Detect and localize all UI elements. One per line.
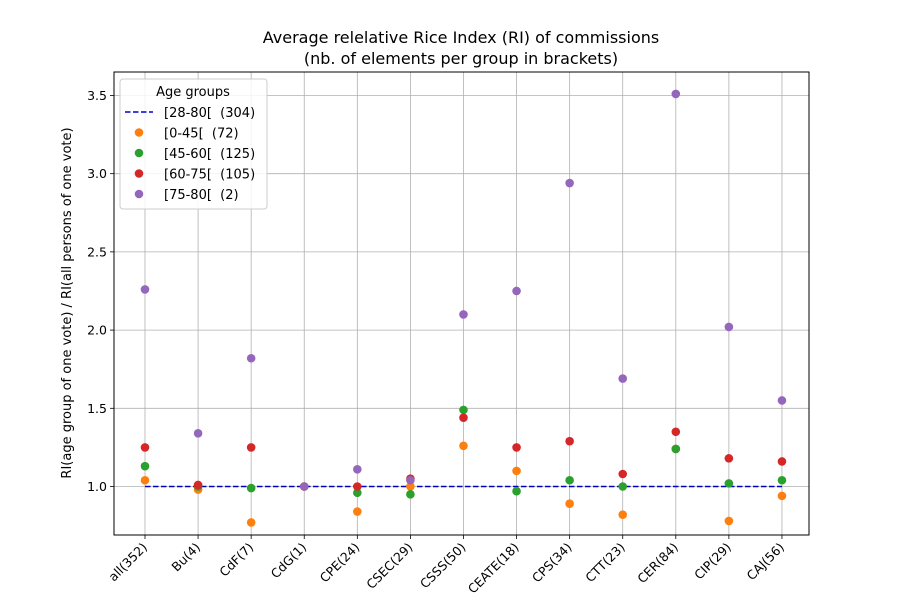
data-point bbox=[246, 443, 256, 452]
data-point bbox=[777, 475, 787, 485]
data-point bbox=[671, 89, 681, 99]
y-axis-label: RI(age group of one vote) / RI(all perso… bbox=[60, 127, 75, 478]
legend-entry: [0-45[ (72) bbox=[164, 127, 239, 142]
data-point bbox=[512, 486, 521, 496]
y-tick-label: 2.5 bbox=[87, 244, 107, 259]
data-point bbox=[671, 427, 681, 437]
legend-marker bbox=[134, 148, 144, 158]
y-tick-label: 1.5 bbox=[87, 401, 107, 416]
y-axis-ticks: 1.0 1.5 2.0 2.5 3.0 3.5 bbox=[87, 88, 114, 494]
x-tick-label: CEATE(18) bbox=[465, 540, 522, 597]
chart-title-line-2: (nb. of elements per group in brackets) bbox=[304, 49, 618, 68]
data-point bbox=[512, 443, 521, 452]
y-tick-label: 2.0 bbox=[87, 323, 107, 338]
x-tick-label: CdF(7) bbox=[216, 540, 256, 580]
data-point bbox=[140, 443, 150, 452]
legend-marker bbox=[134, 169, 144, 178]
data-point bbox=[246, 483, 256, 493]
x-tick-label: CER(84) bbox=[634, 540, 681, 587]
data-point bbox=[618, 482, 628, 491]
x-tick-label: Bu(4) bbox=[168, 540, 203, 575]
data-point bbox=[512, 466, 521, 476]
data-point bbox=[406, 482, 415, 491]
data-point bbox=[618, 510, 628, 519]
data-point bbox=[406, 490, 415, 499]
x-tick-label: CPS(34) bbox=[529, 540, 575, 586]
data-point bbox=[724, 322, 734, 332]
data-point bbox=[512, 286, 521, 296]
data-point bbox=[671, 444, 681, 454]
legend-entry-reference-line: [28-80[ (304) bbox=[164, 106, 255, 121]
data-point bbox=[565, 475, 574, 485]
legend-entry: [60-75[ (105) bbox=[164, 168, 255, 183]
x-tick-label: all(352) bbox=[105, 540, 150, 585]
legend-entry: [75-80[ (2) bbox=[164, 188, 239, 203]
x-tick-label: CdG(1) bbox=[268, 540, 310, 582]
legend-marker bbox=[134, 189, 144, 199]
data-point bbox=[565, 178, 574, 188]
y-tick-label: 1.0 bbox=[87, 479, 107, 494]
data-point bbox=[193, 480, 203, 490]
x-tick-label: CSSS(50) bbox=[417, 540, 469, 592]
data-point bbox=[353, 488, 362, 498]
legend-entry: [45-60[ (125) bbox=[164, 147, 255, 162]
data-point bbox=[299, 482, 309, 491]
data-point bbox=[246, 353, 256, 363]
data-point bbox=[406, 475, 415, 485]
x-tick-label: CAJ(56) bbox=[744, 540, 788, 584]
data-point bbox=[565, 436, 574, 446]
x-tick-label: CTT(23) bbox=[582, 540, 628, 586]
data-point bbox=[459, 441, 468, 451]
legend: Age groups [28-80[ (304) [0-45[ (72) [45-… bbox=[119, 78, 268, 210]
y-tick-label: 3.0 bbox=[87, 166, 107, 181]
data-point bbox=[618, 469, 628, 479]
data-point bbox=[724, 516, 734, 526]
x-axis-ticks: all(352) Bu(4) CdF(7) CdG(1) CPE(24) CSEC(29)… bbox=[105, 535, 787, 596]
data-point bbox=[459, 405, 468, 415]
data-point bbox=[353, 507, 362, 516]
data-point bbox=[618, 374, 628, 383]
legend-box bbox=[119, 78, 268, 210]
legend-marker bbox=[134, 128, 144, 137]
data-points bbox=[140, 89, 787, 527]
data-point bbox=[724, 454, 734, 463]
data-point bbox=[353, 482, 362, 491]
series-3 bbox=[140, 89, 787, 491]
data-point bbox=[724, 479, 734, 488]
y-tick-label: 3.5 bbox=[87, 88, 107, 103]
x-tick-label: CSEC(29) bbox=[363, 540, 415, 592]
legend-title: Age groups bbox=[156, 85, 230, 100]
data-point bbox=[459, 310, 468, 319]
chart-title-line-1: Average relelative Rice Index (RI) of co… bbox=[263, 28, 659, 47]
data-point bbox=[140, 285, 150, 294]
x-tick-label: CPE(24) bbox=[317, 540, 363, 586]
data-point bbox=[140, 475, 150, 485]
data-point bbox=[246, 518, 256, 527]
data-point bbox=[140, 461, 150, 471]
data-point bbox=[565, 499, 574, 509]
data-point bbox=[353, 465, 362, 474]
data-point bbox=[193, 429, 203, 438]
x-tick-label: CIP(29) bbox=[691, 540, 734, 583]
plot-frame bbox=[113, 71, 810, 536]
data-point bbox=[459, 413, 468, 422]
data-point bbox=[777, 457, 787, 466]
data-point bbox=[777, 396, 787, 405]
data-point bbox=[777, 491, 787, 501]
